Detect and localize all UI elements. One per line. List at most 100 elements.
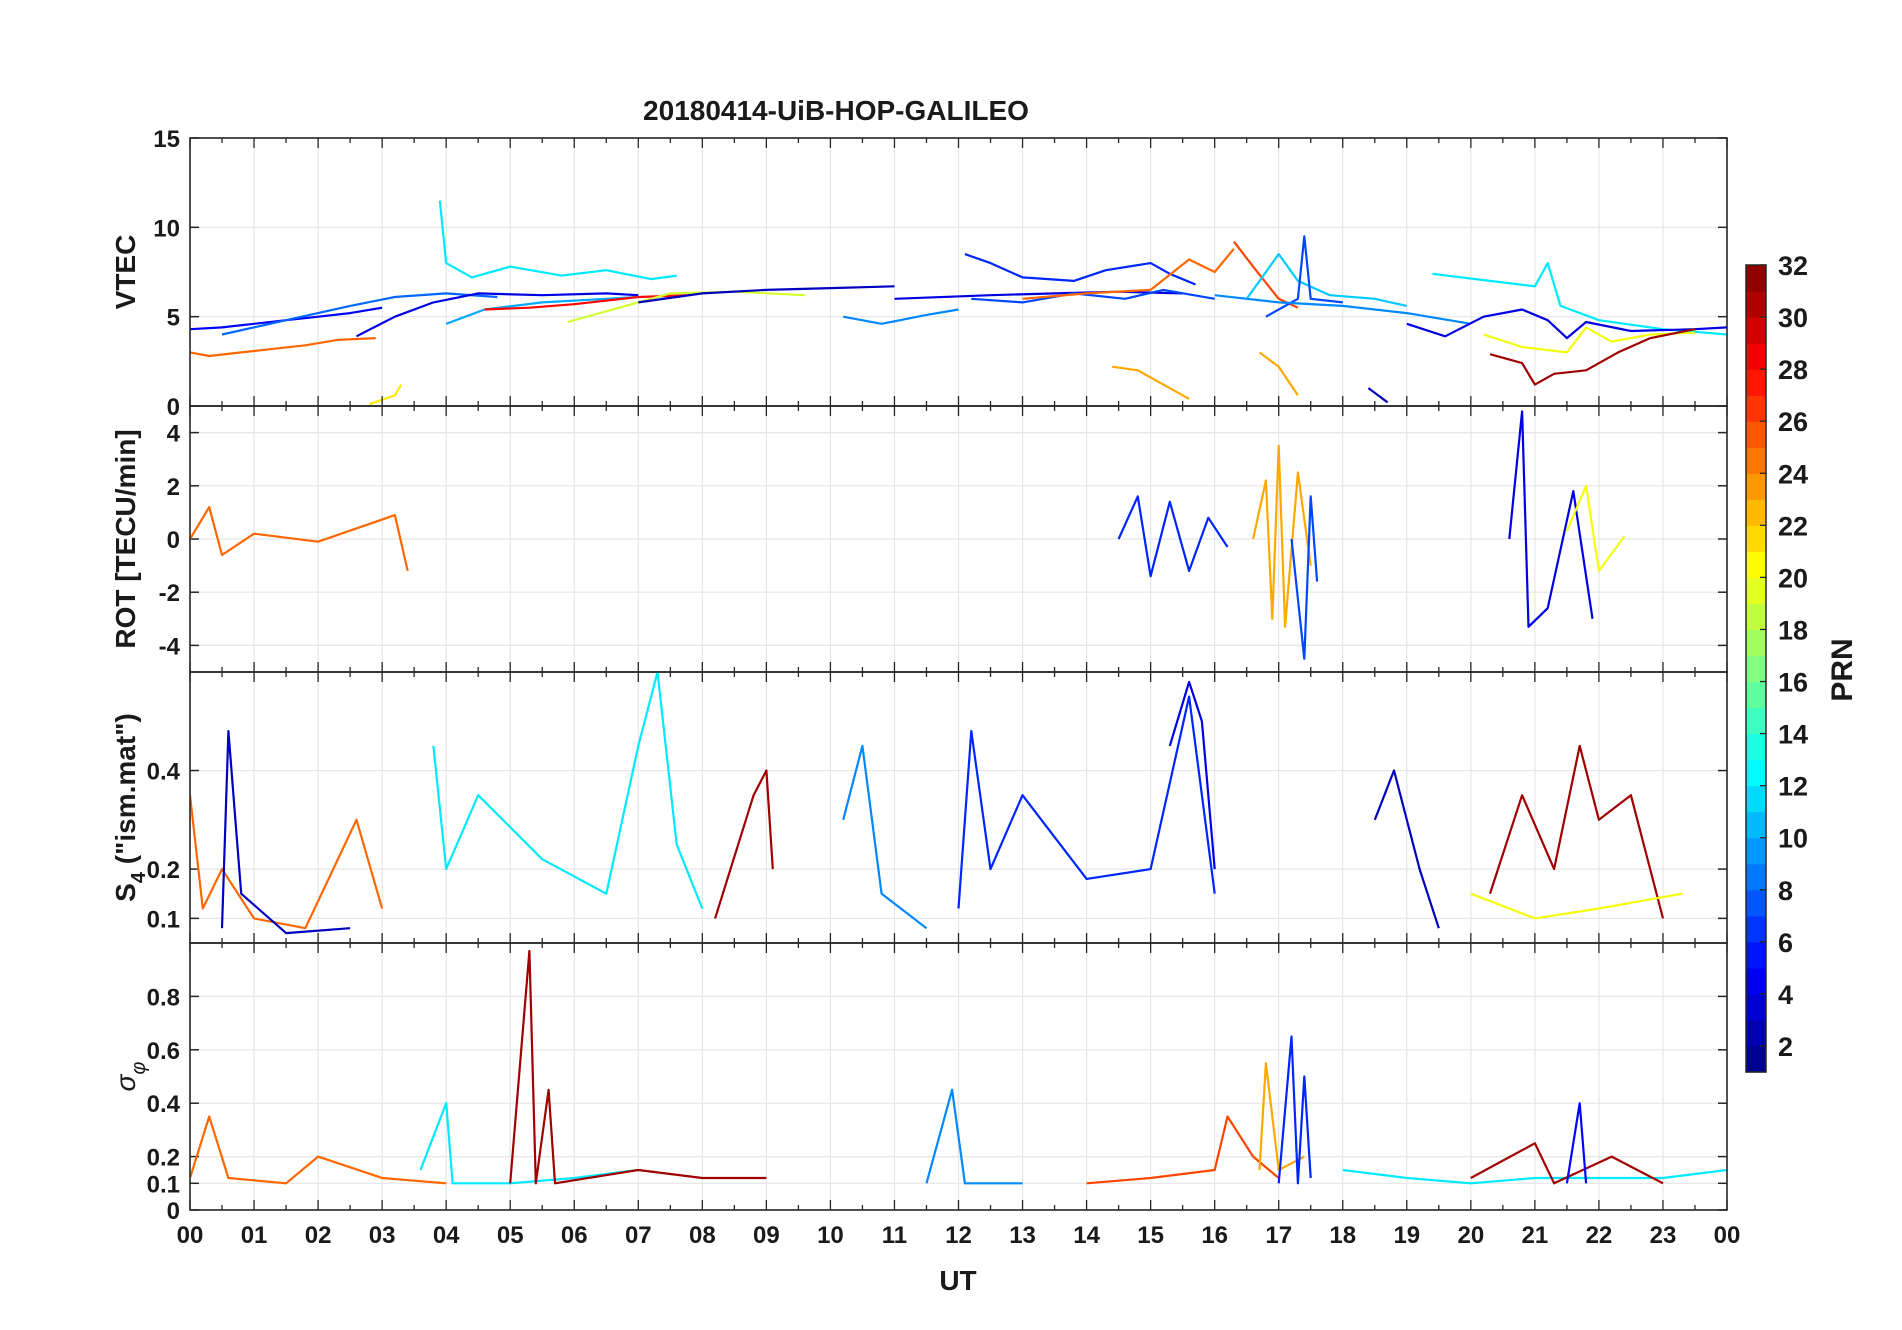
colorbar-swatch xyxy=(1746,863,1766,891)
series-line-prn-4 xyxy=(894,290,1183,300)
colorbar-swatch xyxy=(1746,291,1766,318)
colorbar-tick-label: 2 xyxy=(1778,1032,1793,1062)
x-tick-label: 00 xyxy=(177,1222,204,1249)
y-tick-label: 0.1 xyxy=(147,906,180,933)
colorbar-swatch xyxy=(1746,707,1766,735)
panel-vtec: 0 5 10 15 VTEC xyxy=(110,126,1728,421)
colorbar-tick-label: 32 xyxy=(1778,251,1808,281)
colorbar-swatch xyxy=(1746,577,1766,605)
x-tick-label: 16 xyxy=(1201,1222,1228,1249)
series-line-prn-23 xyxy=(1112,365,1190,400)
y-tick-label: 0.8 xyxy=(147,984,180,1011)
colorbar-tick-label: 24 xyxy=(1778,459,1808,489)
x-tick-label: 21 xyxy=(1522,1222,1549,1249)
y-tick-label: 0.2 xyxy=(147,857,180,884)
y-axis-label: σφ xyxy=(110,1062,150,1092)
y-tick-label: 0 xyxy=(167,394,180,421)
colorbar-swatch xyxy=(1746,343,1766,370)
x-tick-labels: 00 01 02 03 04 05 06 07 08 09 10 11 12 13 14 15 16 17 18 19… xyxy=(177,1222,1741,1249)
colorbar-swatch xyxy=(1746,395,1766,422)
y-tick-label: -2 xyxy=(159,580,180,607)
series-line-prn-9 xyxy=(1214,294,1471,325)
y-tick-label: 0.4 xyxy=(147,759,181,786)
panel-s4: 0.1 0.2 0.4S4 ("ism.mat") xyxy=(110,671,1728,944)
colorbar-swatch xyxy=(1746,967,1766,995)
y-tick-label: 0.6 xyxy=(147,1038,180,1065)
series-line-prn-12 xyxy=(432,672,704,909)
colorbar-tick-label: 18 xyxy=(1778,615,1808,645)
x-tick-label: 00 xyxy=(1714,1222,1741,1249)
colorbar-swatch xyxy=(1746,499,1766,526)
colorbar-swatch xyxy=(1746,317,1766,344)
x-tick-label: 05 xyxy=(497,1222,524,1249)
colorbar-swatch xyxy=(1746,733,1766,761)
series-line-prn-25 xyxy=(190,337,376,358)
series-line-prn-20 xyxy=(1483,326,1696,354)
x-tick-label: 15 xyxy=(1137,1222,1164,1249)
x-tick-label: 18 xyxy=(1329,1222,1356,1249)
series-line-prn-31 xyxy=(1489,328,1696,386)
series-line-prn-12 xyxy=(1432,262,1727,336)
series-line-prn-7 xyxy=(1290,495,1319,660)
series-line-prn-7 xyxy=(1265,235,1343,318)
series-line-prn-9 xyxy=(842,744,928,930)
series-line-prn-6 xyxy=(957,695,1216,909)
series-line-prn-19 xyxy=(567,290,805,324)
y-axis-label: S4 ("ism.mat") xyxy=(110,713,150,902)
colorbar-swatch xyxy=(1746,447,1766,474)
x-tick-label: 06 xyxy=(561,1222,588,1249)
series-line-prn-5 xyxy=(190,306,383,331)
y-axis-label: VTEC xyxy=(110,235,141,310)
colorbar-tick-label: 14 xyxy=(1778,720,1808,750)
series-line-prn-9 xyxy=(843,308,959,325)
colorbar-swatch xyxy=(1746,655,1766,683)
series-line-prn-4 xyxy=(1406,308,1727,340)
y-axis-label: ROT [TECU/min] xyxy=(110,429,141,648)
panel-rot: -4 -2 0 2 4 ROT [TECU/min] xyxy=(110,405,1728,673)
panel-frame xyxy=(189,942,1728,1211)
series-group xyxy=(190,410,1626,660)
x-tick-label: 22 xyxy=(1586,1222,1613,1249)
x-tick-label: 09 xyxy=(753,1222,780,1249)
chart-title: 20180414-UiB-HOP-GALILEO xyxy=(643,95,1029,126)
x-tick-label: 19 xyxy=(1393,1222,1420,1249)
colorbar-tick-label: 26 xyxy=(1778,407,1808,437)
y-tick-label: 0.2 xyxy=(147,1145,180,1172)
colorbar-tick-label: 28 xyxy=(1778,355,1808,385)
y-tick-label: 2 xyxy=(167,474,180,501)
series-line-prn-23 xyxy=(1258,1062,1305,1172)
series-line-prn-31 xyxy=(509,949,767,1185)
colorbar-swatch xyxy=(1746,811,1766,839)
colorbar-tick-label: 22 xyxy=(1778,511,1808,541)
y-tick-label: 15 xyxy=(153,126,180,153)
series-line-prn-4 xyxy=(355,292,639,338)
colorbar-swatch xyxy=(1746,1019,1766,1047)
series-line-prn-25 xyxy=(190,795,384,930)
x-tick-label: 12 xyxy=(945,1222,972,1249)
colorbar-swatch xyxy=(1746,785,1766,813)
colorbar-tick-label: 8 xyxy=(1778,876,1793,906)
colorbar-swatch xyxy=(1746,993,1766,1021)
colorbar-label: PRN xyxy=(1826,638,1859,701)
x-tick-label: 14 xyxy=(1073,1222,1100,1249)
series-line-prn-3 xyxy=(1367,387,1389,404)
x-tick-label: 10 xyxy=(817,1222,844,1249)
colorbar-frame xyxy=(1745,264,1767,1073)
series-line-prn-9 xyxy=(925,1088,1023,1185)
y-tick-label: 0.1 xyxy=(147,1171,180,1198)
panel-sigma: 00.10.2 0.4 0.6 0.8 σφ xyxy=(110,942,1728,1225)
series-line-prn-3 xyxy=(220,730,351,935)
series-line-prn-12 xyxy=(1342,1168,1727,1185)
series-line-prn-25 xyxy=(1022,248,1235,300)
series-line-prn-20 xyxy=(1565,484,1626,572)
x-tick-label: 08 xyxy=(689,1222,716,1249)
series-line-prn-6 xyxy=(964,253,1196,286)
colorbar-tick-label: 16 xyxy=(1778,668,1808,698)
series-line-prn-26 xyxy=(1086,1115,1280,1185)
y-tick-label: 10 xyxy=(153,215,180,242)
colorbar-swatch xyxy=(1746,915,1766,943)
x-tick-label: 11 xyxy=(882,1222,907,1249)
colorbar-tick-label: 30 xyxy=(1778,303,1808,333)
